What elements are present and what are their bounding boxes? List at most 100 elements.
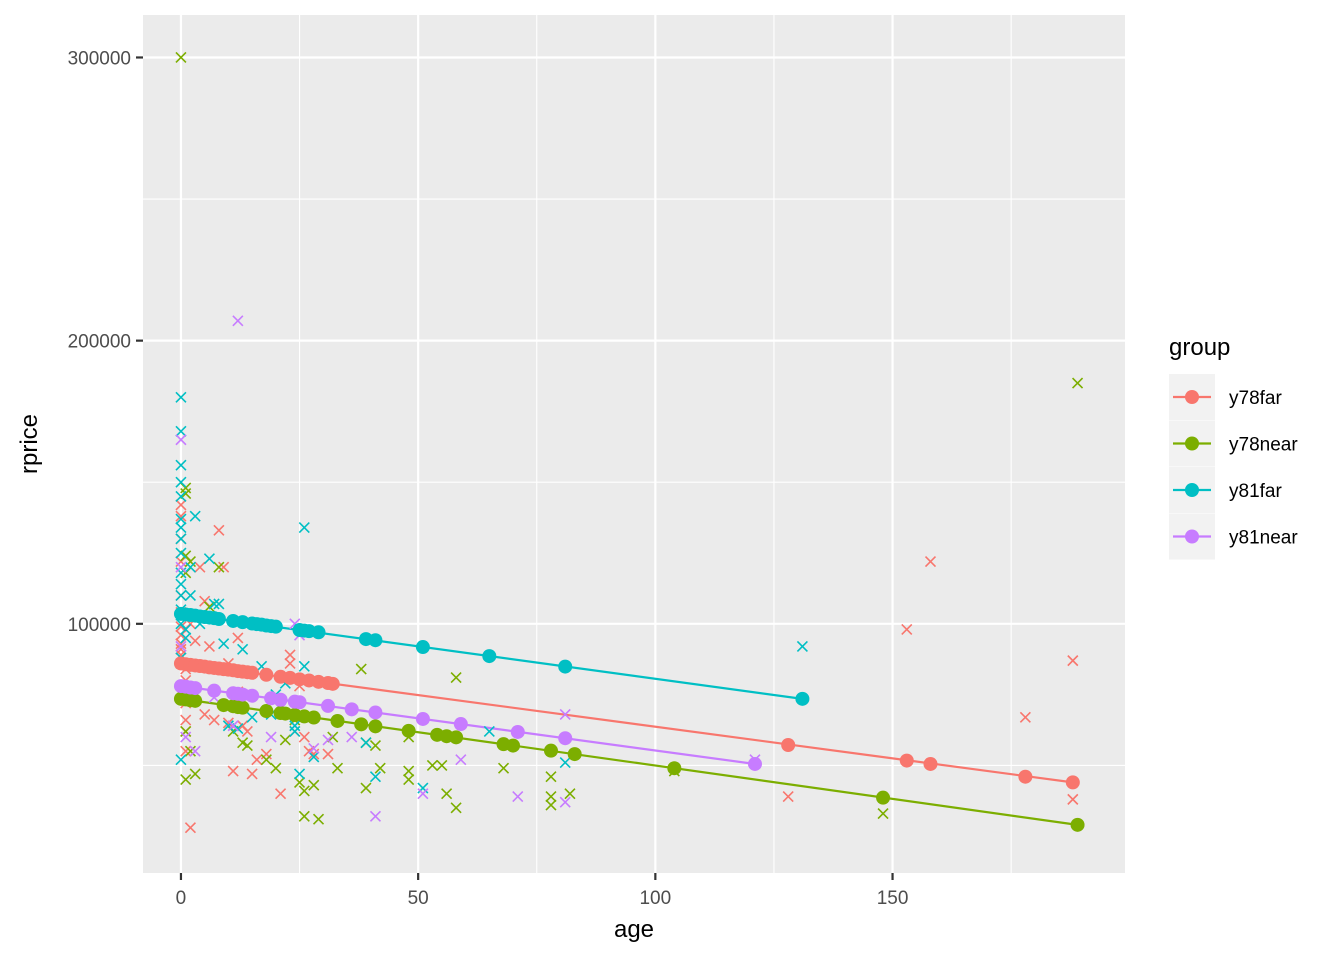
fitted-point-y78far [899,753,914,768]
observed-point-y78far [203,640,215,653]
x-tick-label: 100 [639,888,671,909]
fitted-point-y81far [482,649,497,664]
observed-point-y81far [175,754,187,766]
fitted-point-y81near [558,731,573,746]
observed-point-y78far [175,510,187,522]
observed-point-y81far [203,553,215,565]
fit-line-y78near [180,697,1078,826]
observed-point-y78far [924,555,937,568]
observed-point-y78far [246,768,258,780]
fitted-point-y78near [235,700,250,715]
observed-point-y78near [331,762,344,774]
observed-point-y78near [403,773,415,786]
observed-point-y81far [175,476,187,488]
observed-point-y81far [175,490,187,502]
fitted-point-y81near [453,717,468,732]
observed-point-y81near [369,810,382,822]
fitted-point-y78near [567,747,582,762]
observed-point-y78far [194,561,206,573]
observed-point-y78near [426,759,438,771]
observed-point-y81near [346,731,358,743]
observed-point-y78far [275,788,287,800]
observed-point-y78far [298,731,310,743]
x-tick-label: 50 [408,888,429,909]
fitted-point-y81near [188,681,203,696]
observed-point-y81far [289,725,301,737]
fitted-point-y78far [1018,769,1033,784]
observed-point-y78far [232,632,244,644]
fitted-point-y78far [325,676,340,691]
observed-point-y81far [175,425,187,437]
observed-point-y81far [208,598,220,610]
fitted-point-y78near [354,717,369,732]
plot-panel [143,15,1125,873]
observed-point-y78near [260,754,272,766]
observed-point-y78near [564,788,576,800]
fitted-point-y81near [245,688,260,703]
observed-point-y81far [189,510,201,522]
x-tick-label: 150 [877,888,909,909]
observed-point-y81far [175,459,187,471]
observed-point-y78near [241,740,253,752]
fitted-point-y78near [330,713,345,728]
observed-point-y81far [180,623,192,636]
observed-point-y78far [901,623,913,636]
observed-point-y81near [265,731,277,743]
observed-point-y78near [298,810,310,822]
observed-point-y81far [559,756,571,769]
observed-point-y81near [175,434,187,446]
plot-area [173,51,1085,834]
fitted-point-y78near [506,738,521,753]
fitted-point-y81near [747,756,762,771]
fitted-point-y81near [368,705,383,720]
y-axis: 100000 200000 300000 [68,48,143,636]
observed-point-y78far [251,754,263,766]
observed-point-y81near [189,745,201,757]
observed-point-y81far [175,578,187,590]
observed-point-y78far [218,561,230,573]
observed-point-y81far [369,771,382,783]
observed-point-y78near [213,561,225,573]
observed-point-y78near [436,759,448,771]
y-tick-label: 300000 [68,48,131,69]
observed-point-y78near [293,776,306,788]
observed-point-y78near [308,779,320,791]
observed-point-y81far [308,751,320,763]
fitted-point-y81far [268,619,283,634]
observed-point-y78far [782,790,794,803]
observed-points [175,51,1084,834]
observed-point-y81far [293,768,306,780]
observed-point-y78near [279,734,291,746]
legend-key-dot [1185,436,1199,451]
observed-point-y78far [1067,655,1079,667]
observed-point-y78far [199,708,211,720]
fitted-point-y78far [259,667,274,682]
observed-point-y78far [284,657,296,670]
observed-point-y81far [298,521,310,534]
fitted-point-y81far [368,633,383,648]
observed-point-y78near [189,768,201,780]
observed-point-y78near [450,672,462,684]
observed-point-y78near [270,762,282,774]
observed-point-y81near [180,731,192,743]
fitted-point-y81near [273,692,288,707]
fitted-point-y78near [667,761,682,776]
fitted-point-y81near [510,724,525,739]
fitted-point-y81far [558,659,573,674]
x-tick-label: 0 [176,888,187,909]
observed-point-y78near [175,51,187,64]
observed-point-y81far [175,521,187,534]
observed-point-y78far [213,524,225,536]
observed-point-y81near [559,796,571,808]
observed-point-y78far [1019,711,1031,723]
observed-point-y81near [455,754,467,766]
observed-point-y81far [184,589,197,602]
fitted-point-y78near [188,693,203,708]
observed-point-y81far [483,725,495,737]
fitted-point-y78far [923,756,938,771]
observed-point-y81far [796,640,808,653]
legend-label: y78far [1229,388,1282,409]
legend-label: y81far [1229,481,1282,502]
fitted-point-y78far [1065,775,1080,790]
